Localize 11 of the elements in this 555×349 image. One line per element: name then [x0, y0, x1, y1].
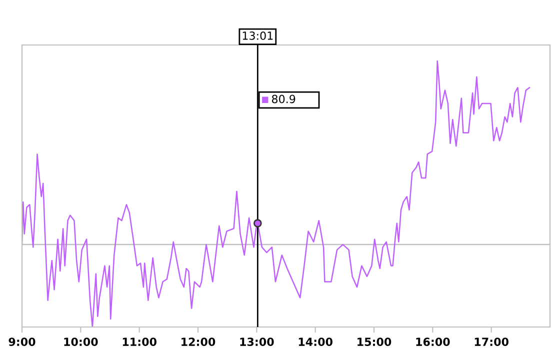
x-tick-label: 9:00: [8, 338, 36, 346]
ref-line-label: 13:01: [242, 31, 273, 40]
x-tick-label: 13:00: [240, 338, 274, 346]
x-tick-label: 12:00: [182, 338, 216, 346]
x-tick-label: 11:00: [122, 338, 156, 346]
x-tick-label: 17:00: [474, 338, 508, 346]
x-tick-label: 14:00: [298, 338, 332, 346]
annotation: 80.9: [272, 94, 296, 104]
x-tick-label: 16:00: [416, 338, 450, 346]
x-tick-label: 15:00: [358, 338, 392, 346]
x-tick-label: 10:00: [64, 338, 98, 346]
